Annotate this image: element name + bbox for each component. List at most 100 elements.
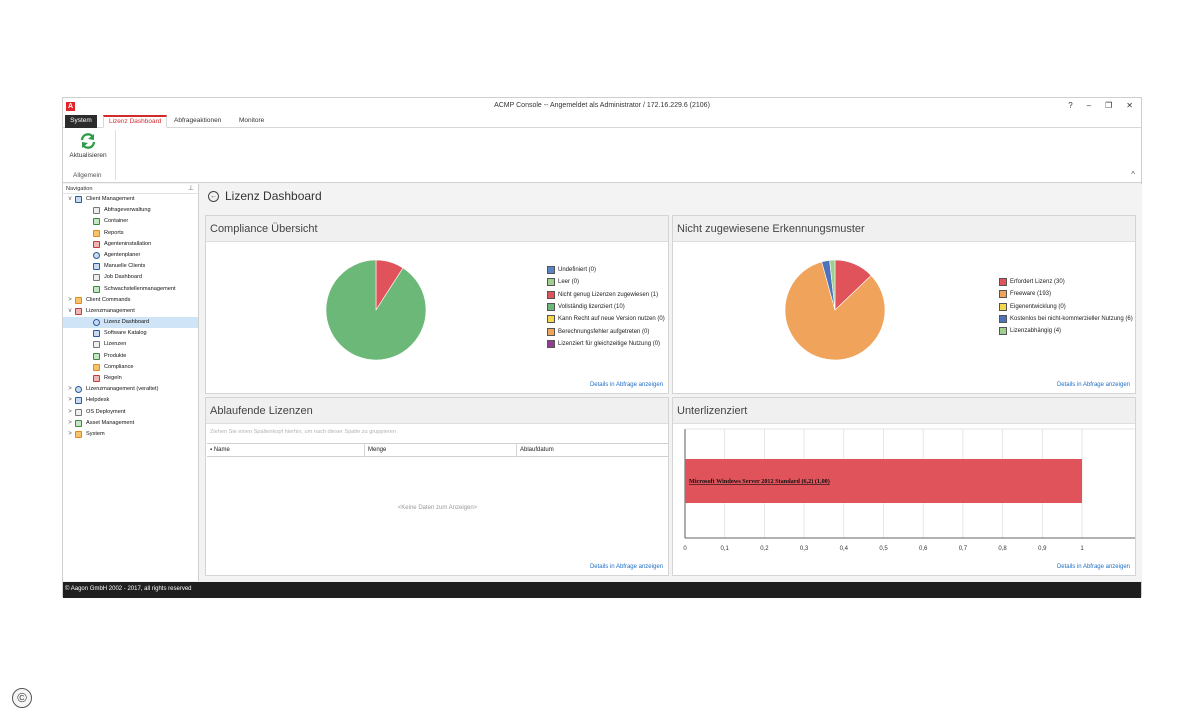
expiring-details-link[interactable]: Details in Abfrage anzeigen — [589, 564, 663, 570]
sidebar-item-label: Client Commands — [86, 296, 131, 303]
helpdesk-icon — [75, 397, 82, 405]
x-tick-label: 0,2 — [760, 546, 769, 552]
sidebar-item-label: Client Management — [86, 196, 135, 202]
sidebar-item-software-katalog[interactable]: Software Katalog — [63, 328, 198, 339]
patterns-panel: Nicht zugewiesene Erkennungsmuster Erfor… — [672, 215, 1136, 394]
sidebar-item-helpdesk[interactable]: > Helpdesk — [63, 395, 198, 406]
sidebar-item-label: Agenteninstallation — [104, 240, 152, 247]
group-by-hint[interactable]: Ziehen Sie einen Spaltenkopf hierhin, um… — [210, 429, 396, 435]
chevron-down-icon[interactable]: v — [68, 307, 72, 314]
legend-entry: Erfordert Lizenz (30) — [999, 276, 1133, 288]
report-icon — [93, 229, 100, 237]
rules-icon — [93, 375, 100, 382]
ribbon-group-label: Allgemein — [73, 172, 102, 179]
legend-swatch — [999, 290, 1007, 299]
sidebar-item-label: Produkte — [104, 352, 127, 359]
ribbon-body: Aktualisieren Allgemein ^ — [63, 128, 1141, 183]
globe-icon — [93, 263, 100, 271]
sidebar-item-lizenzmanagement-veraltet[interactable]: > Lizenzmanagement (veraltet) — [63, 384, 198, 395]
sidebar-item-label: Regeln — [104, 375, 122, 381]
sidebar-item-lizenz-dashboard[interactable]: Lizenz Dashboard — [63, 317, 198, 329]
patterns-pie-chart — [784, 259, 886, 361]
underlicensed-details-link[interactable]: Details in Abfrage anzeigen — [1056, 564, 1130, 570]
page-title: Lizenz Dashboard — [225, 189, 322, 203]
x-tick-label: 0,7 — [959, 546, 968, 552]
minimize-icon[interactable]: – — [1086, 101, 1092, 110]
sidebar-item-schwachstellenmanagement[interactable]: Schwachstellenmanagement — [63, 284, 198, 295]
sidebar-item-manuelle-clients[interactable]: Manuelle Clients — [63, 261, 198, 272]
sidebar-item-system[interactable]: > System — [63, 429, 198, 440]
clock-icon — [93, 251, 100, 259]
chevron-right-icon[interactable]: > — [68, 419, 72, 426]
legend-label: Kostenlos bei nicht-kommerzieller Nutzun… — [1010, 316, 1133, 323]
status-bar: © Aagon GmbH 2002 - 2017, all rights res… — [63, 582, 1141, 598]
sidebar-item-reports[interactable]: Reports — [63, 228, 198, 239]
sidebar-item-compliance[interactable]: Compliance — [63, 362, 198, 373]
chevron-down-icon[interactable]: v — [68, 196, 72, 202]
x-tick-label: 0,6 — [919, 546, 928, 552]
column-header-name[interactable]: ▪ Name — [207, 444, 365, 457]
chevron-right-icon[interactable]: > — [68, 397, 72, 404]
legend-label: Vollständig lizenziert (10) — [558, 304, 625, 311]
sidebar-item-lizenzen[interactable]: Lizenzen — [63, 339, 198, 350]
pin-icon[interactable]: ⊥ — [187, 185, 194, 192]
expiring-licenses-panel: Ablaufende Lizenzen Ziehen Sie einen Spa… — [205, 397, 669, 576]
commands-icon — [75, 296, 82, 304]
tab-monitore[interactable]: Monitore — [239, 117, 265, 124]
legend-label: Kann Recht auf neue Version nutzen (0) — [558, 316, 665, 323]
chevron-right-icon[interactable]: > — [68, 408, 72, 415]
legend-entry: Lizenzabhängig (4) — [999, 325, 1133, 337]
pie-slice[interactable] — [784, 261, 886, 361]
license-icon — [75, 307, 82, 315]
tab-lizenz-dashboard[interactable]: Lizenz Dashboard — [103, 115, 168, 128]
sidebar-item-label: OS Deployment — [86, 408, 126, 415]
sidebar-item-client-commands[interactable]: > Client Commands — [63, 295, 198, 306]
ribbon-collapse-icon[interactable]: ^ — [1131, 170, 1135, 179]
chevron-right-icon[interactable]: > — [68, 430, 72, 437]
column-header-menge[interactable]: Menge — [365, 444, 517, 457]
x-tick-label: 1 — [1080, 546, 1084, 552]
bar[interactable] — [685, 459, 1082, 503]
legend-entry: Vollständig lizenziert (10) — [547, 301, 665, 313]
sidebar-item-regeln[interactable]: Regeln — [63, 373, 198, 384]
navigation-tree: v Client Management Abfrageverwaltung Conta… — [63, 194, 198, 440]
sidebar-item-os-deployment[interactable]: > OS Deployment — [63, 407, 198, 418]
x-tick-label: 0,5 — [879, 546, 888, 552]
license-old-icon — [75, 386, 82, 394]
sidebar-item-job-dashboard[interactable]: Job Dashboard — [63, 272, 198, 283]
pie-slice[interactable] — [829, 259, 836, 311]
close-icon[interactable]: ✕ — [1126, 101, 1133, 110]
pie-slice[interactable] — [325, 259, 427, 361]
container-icon — [93, 218, 100, 226]
products-icon — [93, 352, 100, 360]
restore-icon[interactable]: ❐ — [1105, 101, 1113, 110]
help-icon[interactable]: ? — [1068, 101, 1073, 110]
sidebar-item-lizenzmanagement[interactable]: v Lizenzmanagement — [63, 306, 198, 317]
tab-system[interactable]: System — [65, 115, 97, 128]
back-icon[interactable]: ← — [208, 191, 219, 202]
sidebar-item-label: Job Dashboard — [104, 274, 142, 281]
legend-entry: Lizenziert für gleichzeitige Nutzung (0) — [547, 338, 665, 350]
sidebar-item-client-management[interactable]: v Client Management — [63, 194, 198, 205]
sidebar-item-label: Schwachstellenmanagement — [104, 285, 176, 292]
underlicensed-panel: Unterlizenziert 0 0,1 0,2 0,3 0,4 0,5 0,6 0,7 0,… — [672, 397, 1136, 576]
sidebar-item-asset-management[interactable]: > Asset Management — [63, 418, 198, 429]
sidebar-item-container[interactable]: Container — [63, 216, 198, 227]
sidebar-item-produkte[interactable]: Produkte — [63, 351, 198, 362]
sidebar-item-label: Helpdesk — [86, 397, 110, 404]
grid-body: <Keine Daten zum Anzeigen> — [207, 457, 668, 571]
legend-entry: Berechnungsfehler aufgetreten (0) — [547, 325, 665, 337]
refresh-label: Aktualisieren — [69, 152, 107, 159]
sidebar-item-agenteninstallation[interactable]: Agenteninstallation — [63, 239, 198, 250]
sidebar-item-label: Reports — [104, 229, 124, 236]
sidebar-item-agentenplaner[interactable]: Agentenplaner — [63, 250, 198, 261]
refresh-button[interactable]: Aktualisieren — [67, 131, 109, 165]
sidebar-item-abfrageverwaltung[interactable]: Abfrageverwaltung — [63, 205, 198, 216]
chevron-right-icon[interactable]: > — [68, 296, 72, 303]
column-header-ablaufdatum[interactable]: Ablaufdatum — [520, 447, 554, 453]
chevron-right-icon[interactable]: > — [68, 386, 72, 393]
compliance-details-link[interactable]: Details in Abfrage anzeigen — [589, 382, 663, 388]
monitor-icon — [75, 196, 82, 203]
tab-abfrageaktionen[interactable]: Abfrageaktionen — [174, 117, 222, 124]
patterns-details-link[interactable]: Details in Abfrage anzeigen — [1056, 382, 1130, 388]
